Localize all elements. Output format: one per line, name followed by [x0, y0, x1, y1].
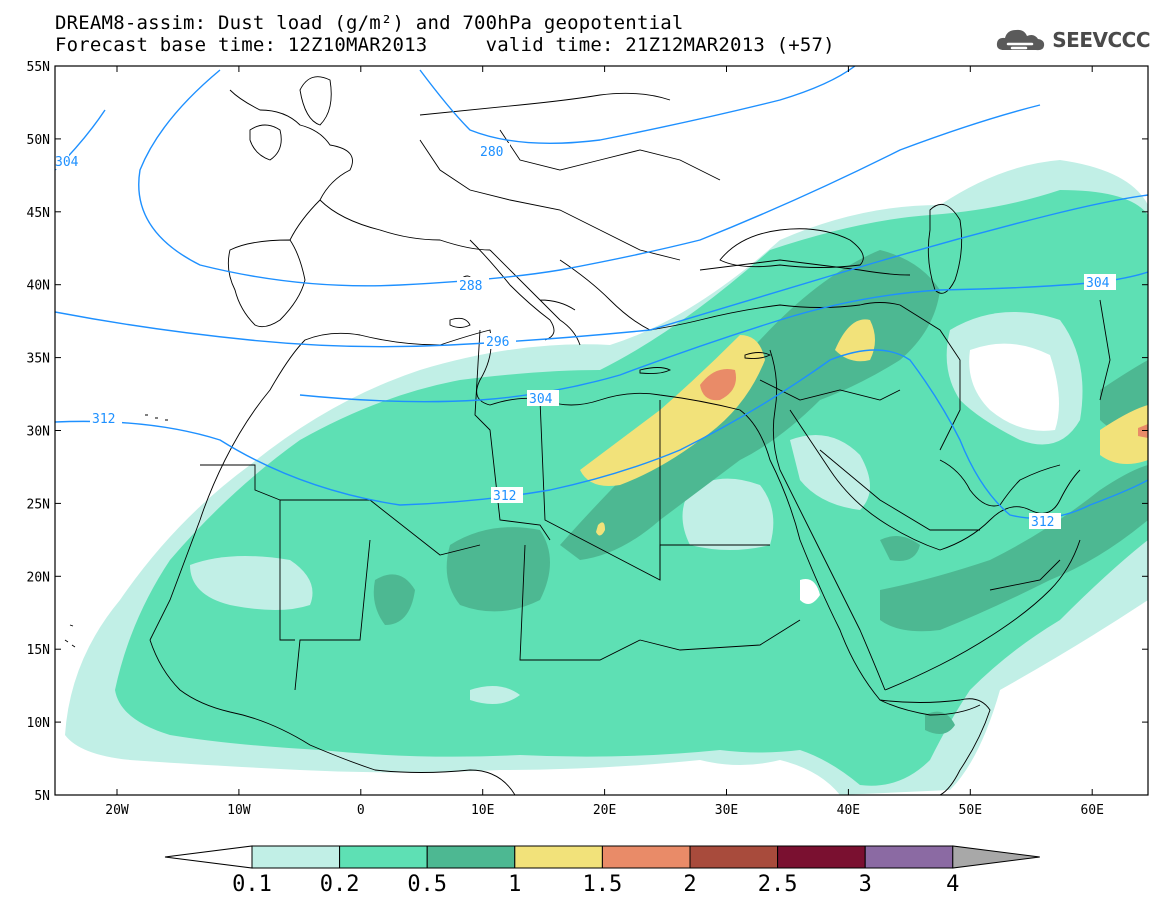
- seevccc-logo: SEEVCCC: [994, 24, 1150, 56]
- colorbar-label: 0.2: [319, 872, 360, 897]
- colorbar-label: 0.1: [232, 872, 272, 897]
- lat-label: 10N: [27, 716, 50, 731]
- colorbar: [164, 845, 1040, 869]
- colorbar-label: 2.5: [757, 872, 798, 897]
- lon-label: 30E: [715, 803, 738, 818]
- contour-label: 304: [1086, 276, 1110, 291]
- latitude-axis: 55N 50N 45N 40N 35N 30N 25N 20N 15N 10N 5N: [27, 60, 1148, 804]
- lat-label: 35N: [27, 352, 50, 367]
- lat-label: 20N: [27, 570, 50, 585]
- forecast-times: Forecast base time: 12Z10MAR2013 valid t…: [55, 34, 835, 56]
- contour-label: 312: [1031, 515, 1054, 530]
- lon-label: 50E: [959, 803, 982, 818]
- contour-label: 296: [486, 335, 509, 350]
- lon-label: 60E: [1080, 803, 1103, 818]
- colorbar-label: 0.5: [407, 872, 448, 897]
- logo-text: SEEVCCC: [1052, 28, 1150, 52]
- colorbar-swatch: [689, 845, 779, 869]
- colorbar-over-triangle: [952, 845, 1040, 869]
- contour-label: 312: [92, 412, 115, 427]
- colorbar-label: 1: [508, 872, 522, 897]
- lon-label: 0: [357, 803, 365, 818]
- colorbar-label: 1.5: [582, 872, 623, 897]
- lon-label: 10E: [471, 803, 494, 818]
- colorbar-label: 4: [946, 872, 960, 897]
- colorbar-swatch: [514, 845, 603, 869]
- colorbar-swatch: [426, 845, 516, 869]
- coastlines: [64, 76, 1111, 795]
- lat-label: 45N: [27, 206, 50, 221]
- contour-labels: 280 288 296 304 312 312 304 312 304: [55, 143, 1116, 530]
- contour-label: 312: [493, 489, 516, 504]
- colorbar-swatch: [777, 845, 866, 869]
- colorbar-label: 2: [683, 872, 697, 897]
- cloud-logo-icon: [997, 29, 1045, 51]
- contour-label: 288: [459, 279, 482, 294]
- lat-label: 50N: [27, 133, 50, 148]
- lon-label: 20W: [105, 803, 129, 818]
- contour-label: 280: [480, 145, 503, 160]
- colorbar-label: 3: [858, 872, 872, 897]
- lat-label: 40N: [27, 279, 50, 294]
- longitude-axis: 20W 10W 0 10E 20E 30E 40E 50E 60E: [105, 66, 1104, 818]
- lat-label: 5N: [34, 789, 50, 804]
- lat-label: 55N: [27, 60, 50, 75]
- map-title: DREAM8-assim: Dust load (g/m²) and 700hP…: [55, 12, 684, 34]
- colorbar-swatch: [251, 845, 341, 869]
- lat-label: 15N: [27, 643, 50, 658]
- lat-label: 25N: [27, 497, 50, 512]
- lon-label: 40E: [837, 803, 860, 818]
- colorbar-under-triangle: [164, 845, 253, 869]
- colorbar-swatch: [601, 845, 691, 869]
- contour-label: 304: [529, 392, 553, 407]
- colorbar-swatch: [864, 845, 954, 869]
- lon-label: 20E: [593, 803, 616, 818]
- lat-label: 30N: [27, 425, 50, 440]
- lon-label: 10W: [227, 803, 251, 818]
- dust-field: [65, 160, 1148, 795]
- contour-label: 304: [55, 155, 79, 170]
- colorbar-swatch: [339, 845, 428, 869]
- geopotential-contours: [55, 66, 1148, 519]
